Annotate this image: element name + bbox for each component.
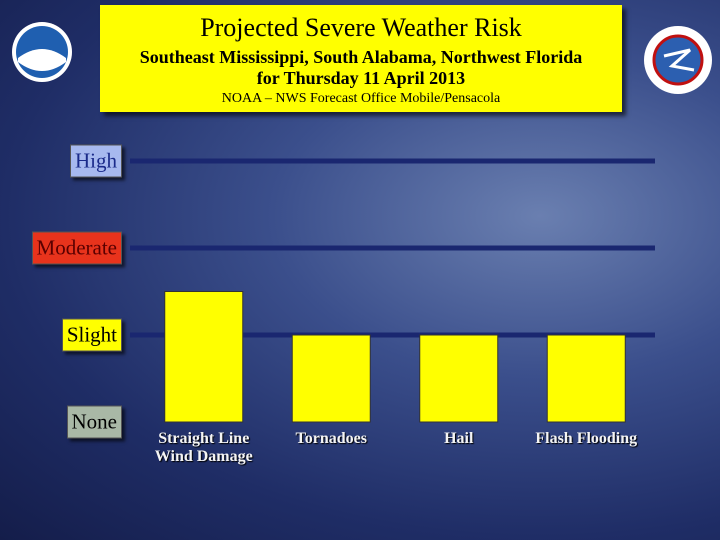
y-tick-label: Slight xyxy=(61,318,122,352)
bar xyxy=(164,291,244,423)
x-tick-label: Flash Flooding xyxy=(535,430,638,447)
bar xyxy=(291,334,371,423)
subtitle: for Thursday 11 April 2013 xyxy=(256,68,466,88)
title-box: Projected Severe Weather Risk Southeast … xyxy=(100,5,622,112)
nws-logo xyxy=(644,26,712,94)
x-tick-label: Tornadoes xyxy=(295,430,367,447)
noaa-logo xyxy=(12,22,72,82)
x-tick-label: Straight Line Wind Damage xyxy=(154,430,253,465)
y-tick-label: High xyxy=(70,144,122,178)
chart-title: Projected Severe Weather Risk xyxy=(200,13,522,42)
x-tick-label: Hail xyxy=(444,430,474,447)
y-tick-label: Moderate xyxy=(31,231,122,265)
source: NOAA – NWS Forecast Office Mobile/Pensac… xyxy=(221,91,501,106)
subtitle: Southeast Mississippi, South Alabama, No… xyxy=(139,47,583,67)
bar xyxy=(419,334,499,423)
y-tick-label: None xyxy=(66,405,122,439)
bar xyxy=(546,334,626,423)
